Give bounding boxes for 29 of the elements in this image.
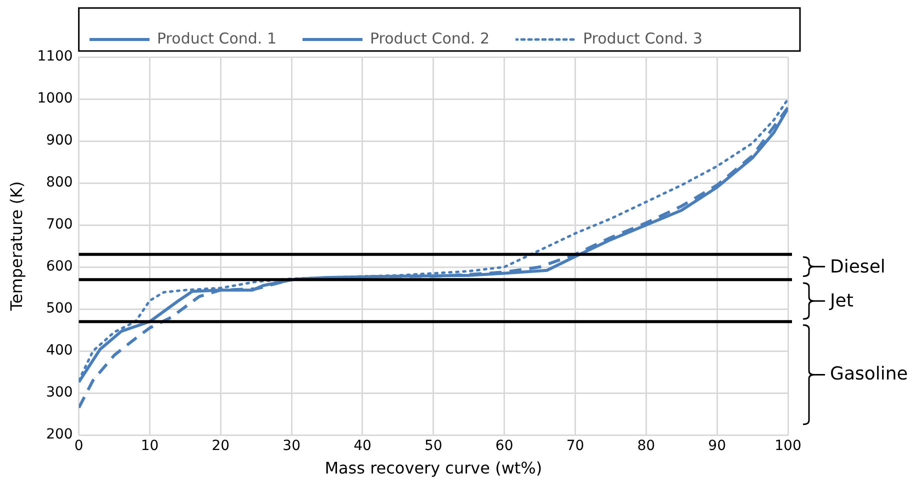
- x-tick-label: 30: [282, 438, 300, 454]
- x-tick-label: 70: [566, 438, 584, 454]
- y-tick-label: 400: [46, 342, 73, 359]
- y-axis-title: Temperature (K): [6, 181, 26, 312]
- legend-label: Product Cond. 3: [582, 29, 702, 48]
- x-tick-label: 10: [140, 438, 159, 454]
- x-tick-label: 50: [424, 438, 442, 454]
- y-tick-label: 800: [46, 174, 73, 191]
- y-tick-label: 1000: [37, 90, 73, 107]
- y-tick-label: 600: [46, 258, 73, 275]
- y-tick-label: 300: [46, 384, 73, 401]
- legend-label: Product Cond. 2: [370, 29, 490, 48]
- text: Jet: [830, 290, 854, 312]
- y-tick-label: 500: [46, 300, 73, 317]
- x-tick-label: 80: [637, 438, 656, 454]
- x-tick-label: 20: [212, 438, 230, 454]
- x-axis-title: Mass recovery curve (wt%): [324, 458, 542, 478]
- y-tick-label: 1100: [37, 48, 73, 65]
- x-tick-label: 0: [74, 438, 84, 454]
- x-tick-label: 60: [495, 438, 514, 454]
- x-tick-label: 90: [708, 438, 726, 454]
- text: Diesel: [830, 256, 886, 278]
- x-tick-label: 100: [774, 438, 802, 454]
- legend-label: Product Cond. 1: [157, 29, 277, 48]
- y-tick-label: 900: [46, 132, 73, 149]
- x-tick-label: 40: [354, 438, 372, 454]
- y-tick-label: 700: [46, 216, 73, 233]
- y-tick-label: 200: [46, 426, 73, 443]
- text: Gasoline: [830, 364, 908, 385]
